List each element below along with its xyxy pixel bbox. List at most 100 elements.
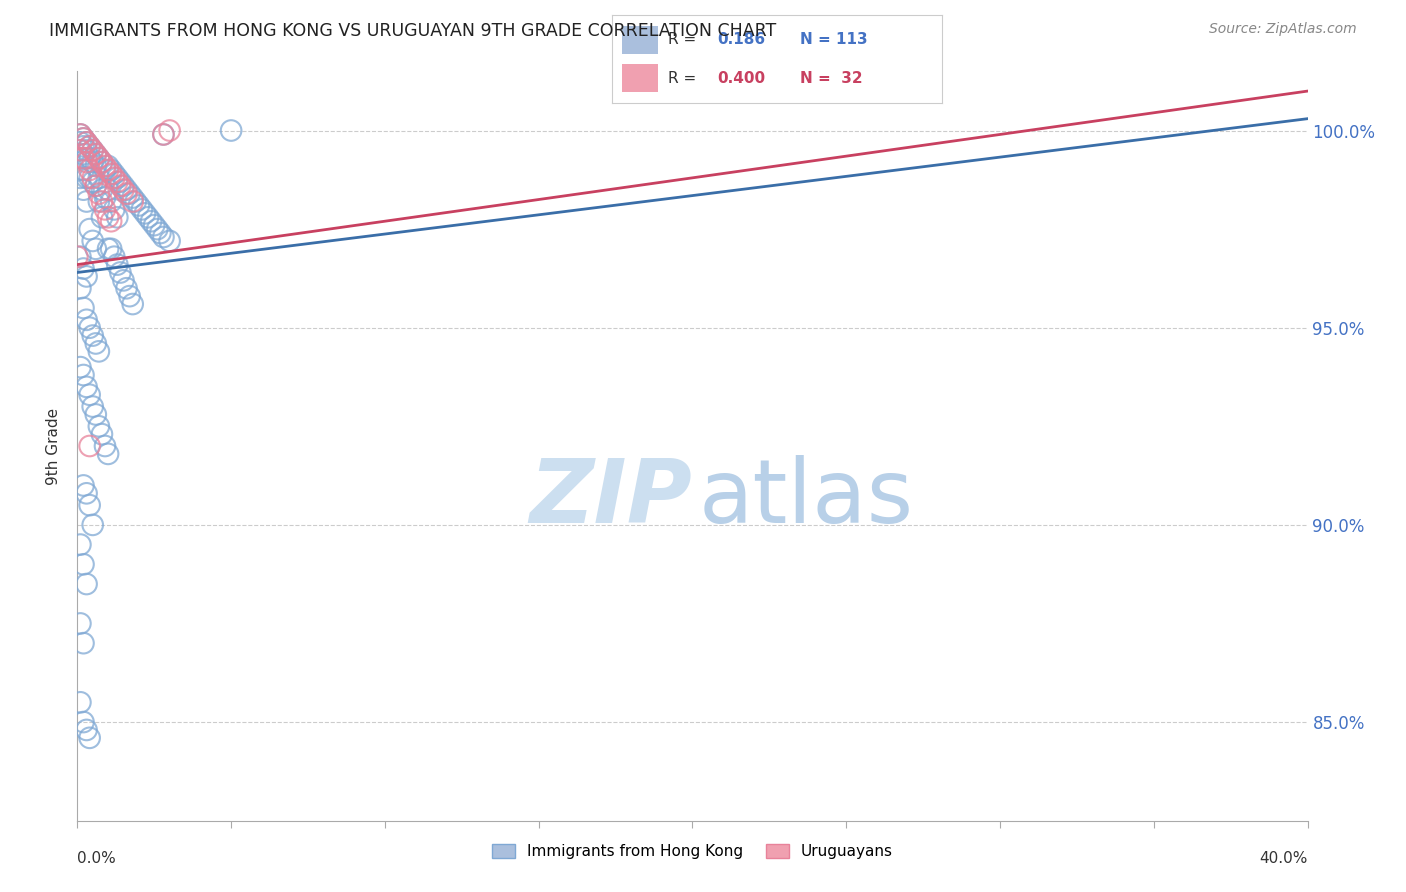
Point (79, 139, 101, 153)
Point (121, 190, 143, 204)
Point (76, 170, 98, 185)
Point (152, 128, 174, 142)
Point (69, 616, 91, 631)
Point (103, 167, 125, 181)
Point (69, 136, 91, 150)
Point (69, 128, 91, 142)
Point (76, 155, 98, 169)
Point (72, 147, 94, 161)
Legend: Immigrants from Hong Kong, Uruguayans: Immigrants from Hong Kong, Uruguayans (485, 838, 900, 865)
Point (72, 139, 94, 153)
Point (79, 498, 101, 512)
Point (134, 206, 156, 220)
Point (82, 155, 104, 169)
Point (79, 731, 101, 745)
Point (72, 368, 94, 382)
Point (146, 222, 169, 236)
Point (143, 218, 166, 232)
Point (110, 175, 132, 189)
Point (97, 211, 120, 225)
Point (131, 202, 153, 217)
Point (76, 143, 98, 157)
Point (118, 289, 141, 303)
Point (159, 123, 181, 137)
Point (103, 202, 125, 217)
Text: 0.400: 0.400 (717, 70, 765, 86)
Point (103, 250, 125, 264)
Point (82, 175, 104, 189)
Point (87, 170, 110, 185)
Point (87, 344, 110, 359)
Point (72, 478, 94, 492)
Point (69, 695, 91, 709)
Point (118, 186, 141, 201)
Text: R =: R = (668, 32, 696, 47)
Point (76, 136, 98, 150)
Point (76, 313, 98, 327)
Point (136, 211, 159, 225)
Point (105, 258, 128, 272)
Point (152, 230, 174, 244)
Point (97, 242, 120, 256)
Point (141, 214, 163, 228)
Point (115, 183, 138, 197)
Point (84, 147, 107, 161)
Point (84, 242, 107, 256)
Point (76, 269, 98, 284)
Point (115, 281, 138, 295)
Point (149, 226, 172, 240)
Point (125, 194, 148, 209)
Point (76, 380, 98, 394)
Point (79, 151, 101, 165)
Point (84, 178, 107, 193)
Point (82, 143, 104, 157)
Point (87, 194, 110, 209)
Point (105, 211, 128, 225)
Point (152, 128, 174, 142)
Y-axis label: 9th Grade: 9th Grade (46, 408, 62, 484)
Point (79, 163, 101, 178)
Point (159, 234, 181, 248)
Point (79, 170, 101, 185)
Point (105, 170, 128, 185)
Point (84, 147, 107, 161)
Point (100, 214, 122, 228)
Point (82, 400, 104, 414)
Point (69, 128, 91, 142)
Point (69, 143, 91, 157)
Point (121, 194, 143, 209)
Text: Source: ZipAtlas.com: Source: ZipAtlas.com (1209, 22, 1357, 37)
Point (105, 175, 128, 189)
Point (97, 183, 120, 197)
Point (94, 159, 117, 173)
Bar (621, 26, 658, 54)
Point (112, 183, 135, 197)
Point (90, 211, 114, 225)
Point (110, 178, 132, 193)
Point (72, 636, 94, 650)
Point (79, 439, 101, 453)
Point (87, 419, 110, 434)
Point (100, 194, 122, 209)
Point (79, 320, 101, 334)
Point (87, 151, 110, 165)
Point (66, 250, 89, 264)
Point (84, 408, 107, 422)
Point (84, 159, 107, 173)
Point (87, 151, 110, 165)
Point (69, 143, 91, 157)
Point (219, 123, 242, 137)
Point (69, 538, 91, 552)
Point (79, 388, 101, 402)
Point (90, 155, 114, 169)
Point (128, 198, 150, 212)
Point (84, 336, 107, 351)
Point (72, 558, 94, 572)
Point (76, 136, 98, 150)
Text: R =: R = (668, 70, 696, 86)
Point (100, 167, 122, 181)
Point (97, 447, 120, 461)
Point (90, 155, 114, 169)
Text: N = 113: N = 113 (800, 32, 868, 47)
Point (110, 265, 132, 279)
